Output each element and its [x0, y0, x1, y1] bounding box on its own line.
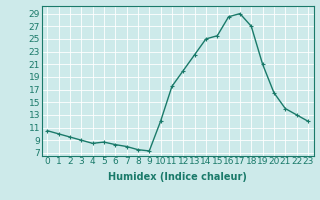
X-axis label: Humidex (Indice chaleur): Humidex (Indice chaleur) [108, 172, 247, 182]
